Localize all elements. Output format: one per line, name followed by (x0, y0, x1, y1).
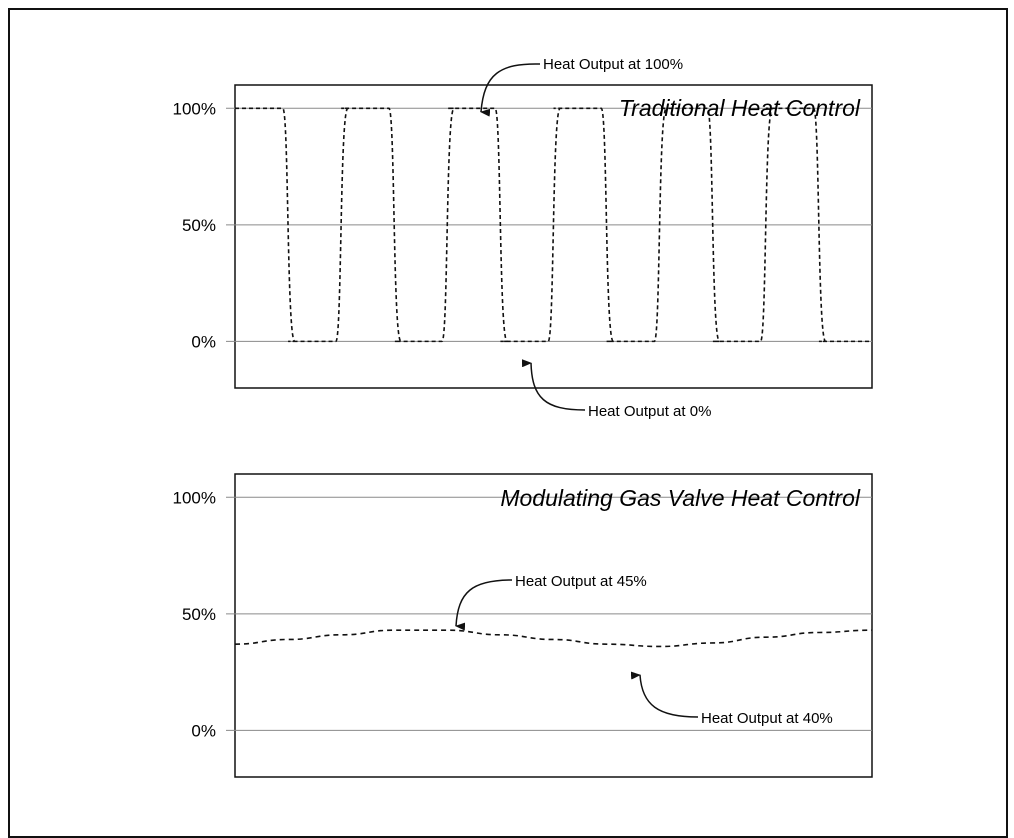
chart-2-series-line (234, 629, 873, 648)
chart-2-y-tick-label: 100% (173, 488, 216, 507)
annotation-arrow-45 (455, 579, 513, 631)
chart-2-y-axis: 100% 50% 0% (173, 488, 216, 740)
chart-1-annotation-0: Heat Output at 0% (521, 359, 711, 420)
traditional-heat-control-chart: 100% 50% 0% Traditional Heat Control Heat … (173, 56, 873, 420)
chart-1-gridlines (226, 107, 872, 342)
chart-1-y-tick-label: 100% (173, 99, 216, 118)
chart-2-gridlines (226, 496, 872, 731)
annotation-arrow-0 (521, 359, 586, 411)
modulating-heat-control-chart: 100% 50% 0% Modulating Gas Valve Heat Cont… (173, 473, 873, 778)
chart-1-y-axis: 100% 50% 0% (173, 99, 216, 351)
chart-1-plot-border (234, 84, 873, 389)
annotation-label-100: Heat Output at 100% (543, 56, 683, 73)
chart-2-annotation-40: Heat Output at 40% (630, 671, 833, 727)
annotation-arrow-40 (630, 671, 699, 718)
annotation-label-40: Heat Output at 40% (701, 710, 833, 727)
chart-1-annotation-100: Heat Output at 100% (480, 56, 683, 117)
chart-2-y-tick-label: 50% (182, 605, 216, 624)
chart-2-plot-border (234, 473, 873, 778)
chart-1-y-tick-label: 50% (182, 216, 216, 235)
chart-2-annotation-45: Heat Output at 45% (455, 573, 647, 631)
chart-1-series-line (235, 107, 872, 343)
chart-2-y-tick-label: 0% (191, 721, 216, 740)
annotation-arrow-100 (480, 63, 541, 117)
figure-canvas: 100% 50% 0% Traditional Heat Control Heat … (173, 56, 873, 778)
annotation-label-45: Heat Output at 45% (515, 573, 647, 590)
chart-2-title: Modulating Gas Valve Heat Control (500, 485, 861, 511)
chart-1-y-tick-label: 0% (191, 332, 216, 351)
chart-1-title: Traditional Heat Control (619, 95, 861, 121)
annotation-label-0: Heat Output at 0% (588, 403, 711, 420)
